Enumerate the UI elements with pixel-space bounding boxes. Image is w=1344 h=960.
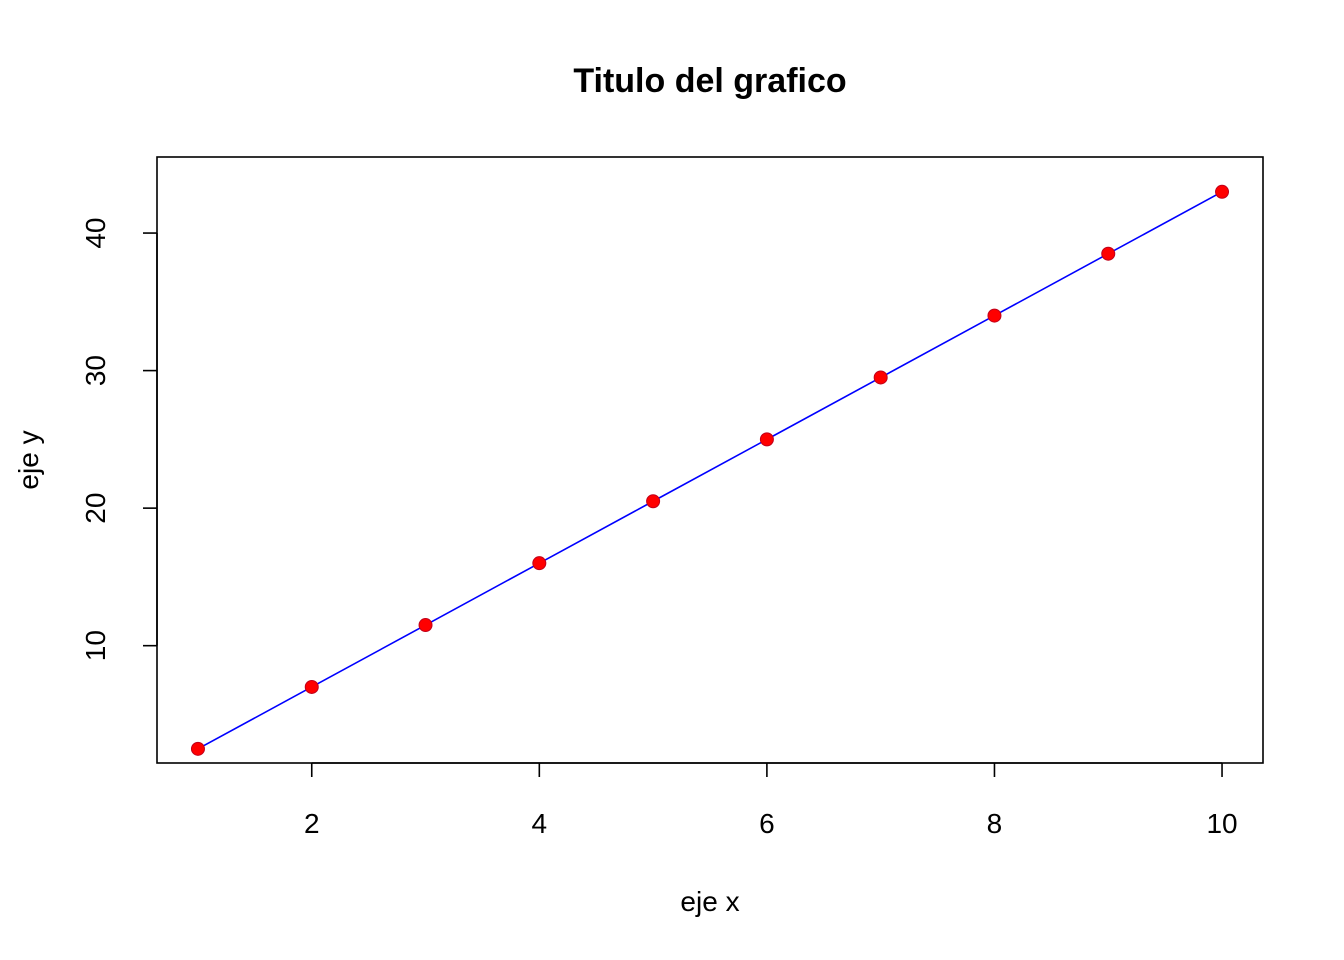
data-point xyxy=(1101,246,1116,261)
data-point xyxy=(646,494,661,509)
y-tick-label: 40 xyxy=(80,217,111,248)
x-tick-label: 2 xyxy=(304,808,320,839)
data-point xyxy=(987,308,1002,323)
y-axis: 10 20 30 40 xyxy=(80,217,158,661)
data-point xyxy=(418,618,433,633)
plot-box xyxy=(156,156,1264,764)
data-point xyxy=(1215,184,1230,199)
y-tick-label: 30 xyxy=(80,355,111,386)
x-axis-label: eje x xyxy=(680,886,739,917)
y-tick-label: 10 xyxy=(80,630,111,661)
data-points xyxy=(190,184,1230,756)
data-point xyxy=(532,556,547,571)
x-axis: 2 4 6 8 10 xyxy=(304,762,1238,839)
data-point xyxy=(190,741,205,756)
x-tick-label: 10 xyxy=(1206,808,1237,839)
series-line-group xyxy=(197,191,1223,750)
data-point xyxy=(759,432,774,447)
chart-title: Titulo del grafico xyxy=(573,62,846,100)
x-tick-label: 8 xyxy=(987,808,1003,839)
x-tick-label: 4 xyxy=(532,808,548,839)
x-tick-label: 6 xyxy=(759,808,775,839)
data-point xyxy=(873,370,888,385)
y-axis-label: eje y xyxy=(13,430,44,489)
data-point xyxy=(304,679,319,694)
y-tick-label: 20 xyxy=(80,493,111,524)
series-line xyxy=(197,191,1223,750)
